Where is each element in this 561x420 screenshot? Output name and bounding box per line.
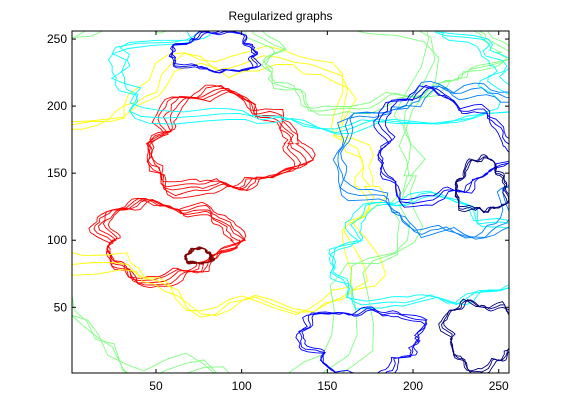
contour-line-level-9 <box>185 248 211 265</box>
contour-line-level-8 <box>145 87 308 191</box>
contour-line-level-4 <box>119 31 502 130</box>
contour-line-level-1 <box>455 157 508 213</box>
y-tick-label: 150 <box>47 166 67 180</box>
contour-line-level-1 <box>438 298 509 373</box>
contour-line-level-5 <box>72 31 436 373</box>
x-tick-label: 150 <box>317 379 337 393</box>
y-tick-label: 50 <box>54 300 68 314</box>
contour-line-level-6 <box>72 45 387 317</box>
contour-line-level-1 <box>443 299 509 372</box>
x-tick-label: 50 <box>149 379 163 393</box>
axes-box <box>71 30 510 374</box>
contour-line-level-2 <box>298 308 428 373</box>
contour-line-level-5 <box>72 31 430 373</box>
contour-line-level-8 <box>97 198 246 284</box>
contour-line-level-3 <box>337 85 509 238</box>
contour-line-level-8 <box>107 199 238 280</box>
contour-line-level-4 <box>328 192 509 306</box>
chart-title: Regularized graphs <box>228 9 333 23</box>
x-tick-label: 100 <box>232 379 252 393</box>
contour-line-level-4 <box>107 31 509 135</box>
contour-line-level-1 <box>441 299 509 373</box>
contour-line-level-2 <box>301 309 426 373</box>
contour-line-level-8 <box>146 85 314 197</box>
contour-line-level-5 <box>261 31 508 109</box>
y-tick-label: 100 <box>47 233 67 247</box>
contour-line-level-6 <box>72 62 371 315</box>
x-tick-label: 200 <box>403 379 423 393</box>
y-tick-label: 200 <box>47 99 67 113</box>
axis-ticks: 50 100 150 200 250 50 100 150 200 250 <box>47 31 509 393</box>
x-tick-label: 250 <box>489 379 509 393</box>
contour-line-level-2 <box>379 86 509 201</box>
contour-line-level-6 <box>72 52 375 318</box>
contour-line-level-3 <box>340 85 509 239</box>
contour-line-level-3 <box>332 80 509 240</box>
contour-line-level-8 <box>102 199 241 282</box>
y-tick-label: 250 <box>47 32 67 46</box>
contour-line-level-2 <box>295 306 428 373</box>
contour-line-level-8 <box>149 91 296 187</box>
contour-line-level-2 <box>170 31 257 72</box>
contour-line-level-5 <box>72 31 440 373</box>
contour-lines <box>72 31 509 373</box>
contour-line-level-2 <box>377 84 509 204</box>
